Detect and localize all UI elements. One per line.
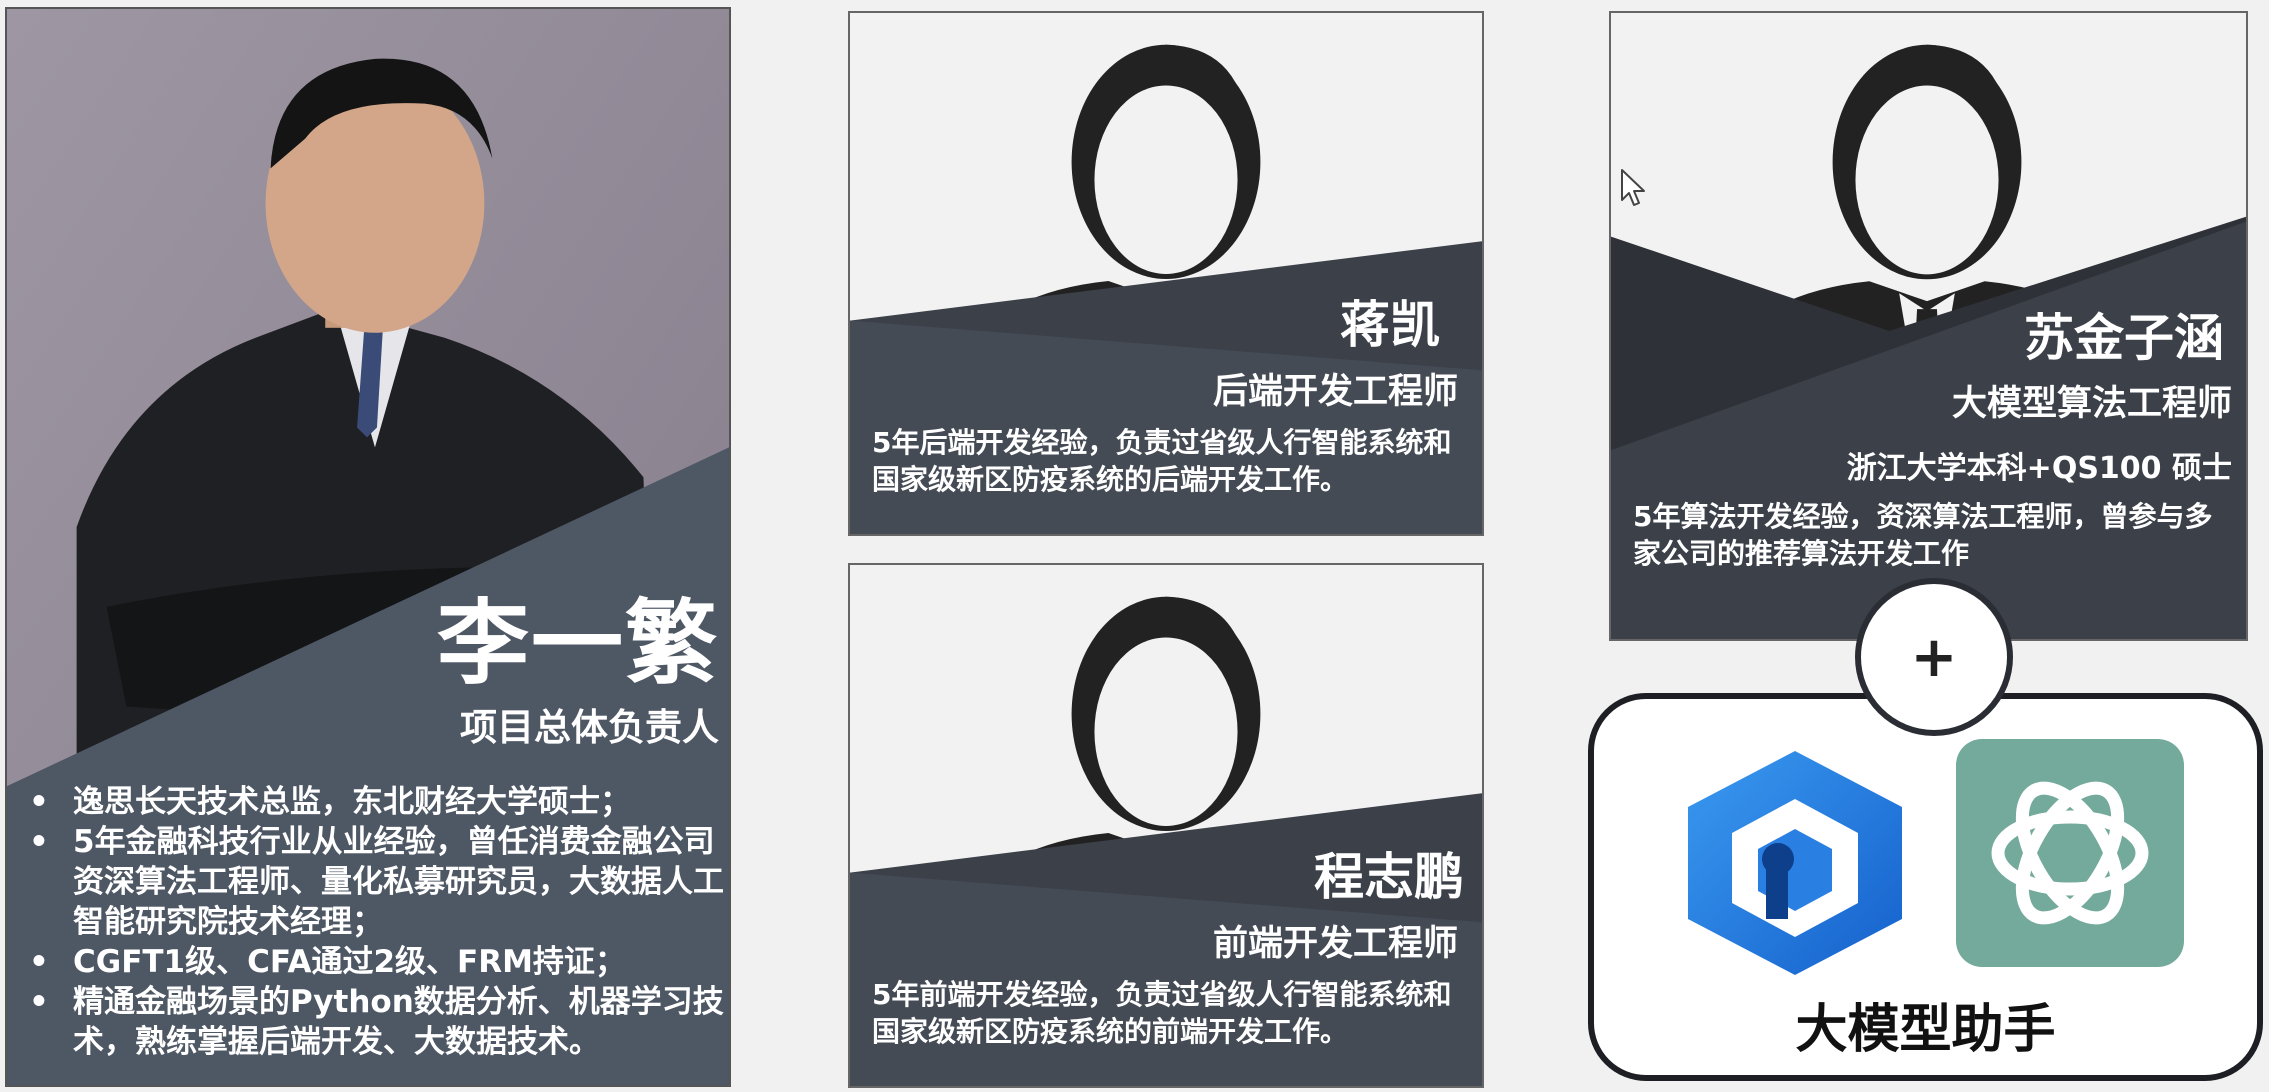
member-description: 5年算法开发经验，资深算法工程师，曾参与多家公司的推荐算法开发工作 xyxy=(1633,500,2213,570)
member-education: 浙江大学本科+QS100 硕士 xyxy=(1846,451,2232,486)
person-silhouette-icon xyxy=(850,596,1482,1086)
member-name: 程志鹏 xyxy=(1314,848,1464,906)
hexagon-cube-logo-icon xyxy=(1688,751,1902,975)
member-name: 苏金子涵 xyxy=(2024,309,2224,367)
member-role: 前端开发工程师 xyxy=(1212,924,1458,964)
lead-portrait xyxy=(7,9,729,1085)
bullet-icon: • xyxy=(29,784,49,820)
list-item: • 精通金融场景的Python数据分析、机器学习技术，熟练掌握后端开发、大数据技术… xyxy=(29,984,724,1060)
member-name: 蒋凯 xyxy=(1340,296,1440,354)
person-silhouette-icon xyxy=(1611,44,2246,639)
list-item: • CGFT1级、CFA通过2级、FRM持证； xyxy=(29,944,626,980)
lead-role: 项目总体负责人 xyxy=(460,706,719,749)
member-role: 大模型算法工程师 xyxy=(1951,384,2232,424)
lead-card: 李一繁 项目总体负责人 • 逸思长天技术总监，东北财经大学硕士； • 5年金融科技行… xyxy=(5,7,731,1087)
lead-name: 李一繁 xyxy=(436,590,719,697)
bullet-icon: • xyxy=(29,944,49,980)
assistant-panel: 大模型助手 xyxy=(1588,693,2263,1081)
bullet-icon: • xyxy=(29,824,49,860)
plus-icon: + xyxy=(1855,578,2013,736)
member-role: 后端开发工程师 xyxy=(1212,372,1458,412)
lead-bullet-list: • 逸思长天技术总监，东北财经大学硕士； • 5年金融科技行业从业经验，曾任消费金融… xyxy=(21,782,726,1062)
list-item: • 5年金融科技行业从业经验，曾任消费金融公司资深算法工程师、量化私募研究员，大数… xyxy=(29,824,724,940)
bullet-icon: • xyxy=(29,984,49,1020)
member-card-jiangkai: 蒋凯 后端开发工程师 5年后端开发经验，负责过省级人行智能系统和国家级新区防疫系… xyxy=(848,11,1484,536)
member-description: 5年后端开发经验，负责过省级人行智能系统和国家级新区防疫系统的后端开发工作。 xyxy=(872,426,1452,496)
assistant-label: 大模型助手 xyxy=(1795,1000,2056,1060)
openai-logo-icon xyxy=(1956,739,2184,967)
member-card-sujinzihan: 苏金子涵 大模型算法工程师 浙江大学本科+QS100 硕士 5年算法开发经验，资… xyxy=(1609,11,2248,641)
mouse-cursor-icon xyxy=(1621,169,1645,206)
person-silhouette-icon xyxy=(850,44,1482,534)
list-item: • 逸思长天技术总监，东北财经大学硕士； xyxy=(29,784,631,820)
member-card-chengzhipeng: 程志鹏 前端开发工程师 5年前端开发经验，负责过省级人行智能系统和国家级新区防疫… xyxy=(848,563,1484,1088)
member-description: 5年前端开发经验，负责过省级人行智能系统和国家级新区防疫系统的前端开发工作。 xyxy=(872,978,1452,1048)
